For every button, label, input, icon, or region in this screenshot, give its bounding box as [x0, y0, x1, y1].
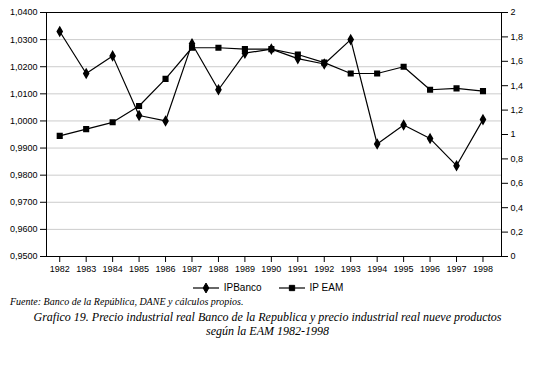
- svg-text:0,6: 0,6: [511, 178, 524, 188]
- svg-text:0,9700: 0,9700: [10, 197, 38, 207]
- svg-text:0,2: 0,2: [511, 227, 524, 237]
- svg-text:1996: 1996: [420, 264, 440, 274]
- svg-text:1986: 1986: [156, 264, 176, 274]
- svg-text:1,0400: 1,0400: [10, 7, 38, 17]
- html-text:Fuente: Banco de la República,: Fuente: Banco de la República, DANE y cá…: [10, 296, 244, 307]
- svg-text:1,0300: 1,0300: [10, 34, 38, 44]
- svg-text:1988: 1988: [208, 264, 228, 274]
- html-text:IP EAM: IP EAM: [309, 282, 344, 293]
- svg-text:2: 2: [511, 7, 516, 17]
- svg-text:1989: 1989: [235, 264, 255, 274]
- svg-text:1,0200: 1,0200: [10, 62, 38, 72]
- svg-text:0,9500: 0,9500: [10, 251, 38, 261]
- svg-text:0: 0: [511, 251, 516, 261]
- svg-text:0,8: 0,8: [511, 154, 524, 164]
- html-text:IPBanco: IPBanco: [223, 282, 262, 293]
- svg-text:1,6: 1,6: [511, 56, 524, 66]
- svg-text:1,2: 1,2: [511, 105, 524, 115]
- html-text:Grafico 19. Precio industrial: Grafico 19. Precio industrial real Banco…: [33, 310, 502, 339]
- svg-text:0,9900: 0,9900: [10, 143, 38, 153]
- svg-text:0,4: 0,4: [511, 203, 524, 213]
- svg-text:1,8: 1,8: [511, 32, 524, 42]
- svg-text:1992: 1992: [314, 264, 334, 274]
- svg-text:1: 1: [511, 129, 516, 139]
- svg-text:1993: 1993: [341, 264, 361, 274]
- svg-text:1984: 1984: [103, 264, 123, 274]
- svg-text:1982: 1982: [50, 264, 70, 274]
- svg-text:1994: 1994: [367, 264, 387, 274]
- svg-text:1990: 1990: [261, 264, 281, 274]
- svg-text:1991: 1991: [288, 264, 308, 274]
- svg-text:1997: 1997: [447, 264, 467, 274]
- svg-text:1998: 1998: [473, 264, 493, 274]
- svg-text:1995: 1995: [394, 264, 414, 274]
- svg-text:1,0100: 1,0100: [10, 89, 38, 99]
- svg-text:1,0000: 1,0000: [10, 116, 38, 126]
- svg-text:1987: 1987: [182, 264, 202, 274]
- svg-text:0,9600: 0,9600: [10, 224, 38, 234]
- svg-text:1985: 1985: [129, 264, 149, 274]
- svg-text:0,9800: 0,9800: [10, 170, 38, 180]
- svg-text:1,4: 1,4: [511, 81, 524, 91]
- svg-text:1983: 1983: [76, 264, 96, 274]
